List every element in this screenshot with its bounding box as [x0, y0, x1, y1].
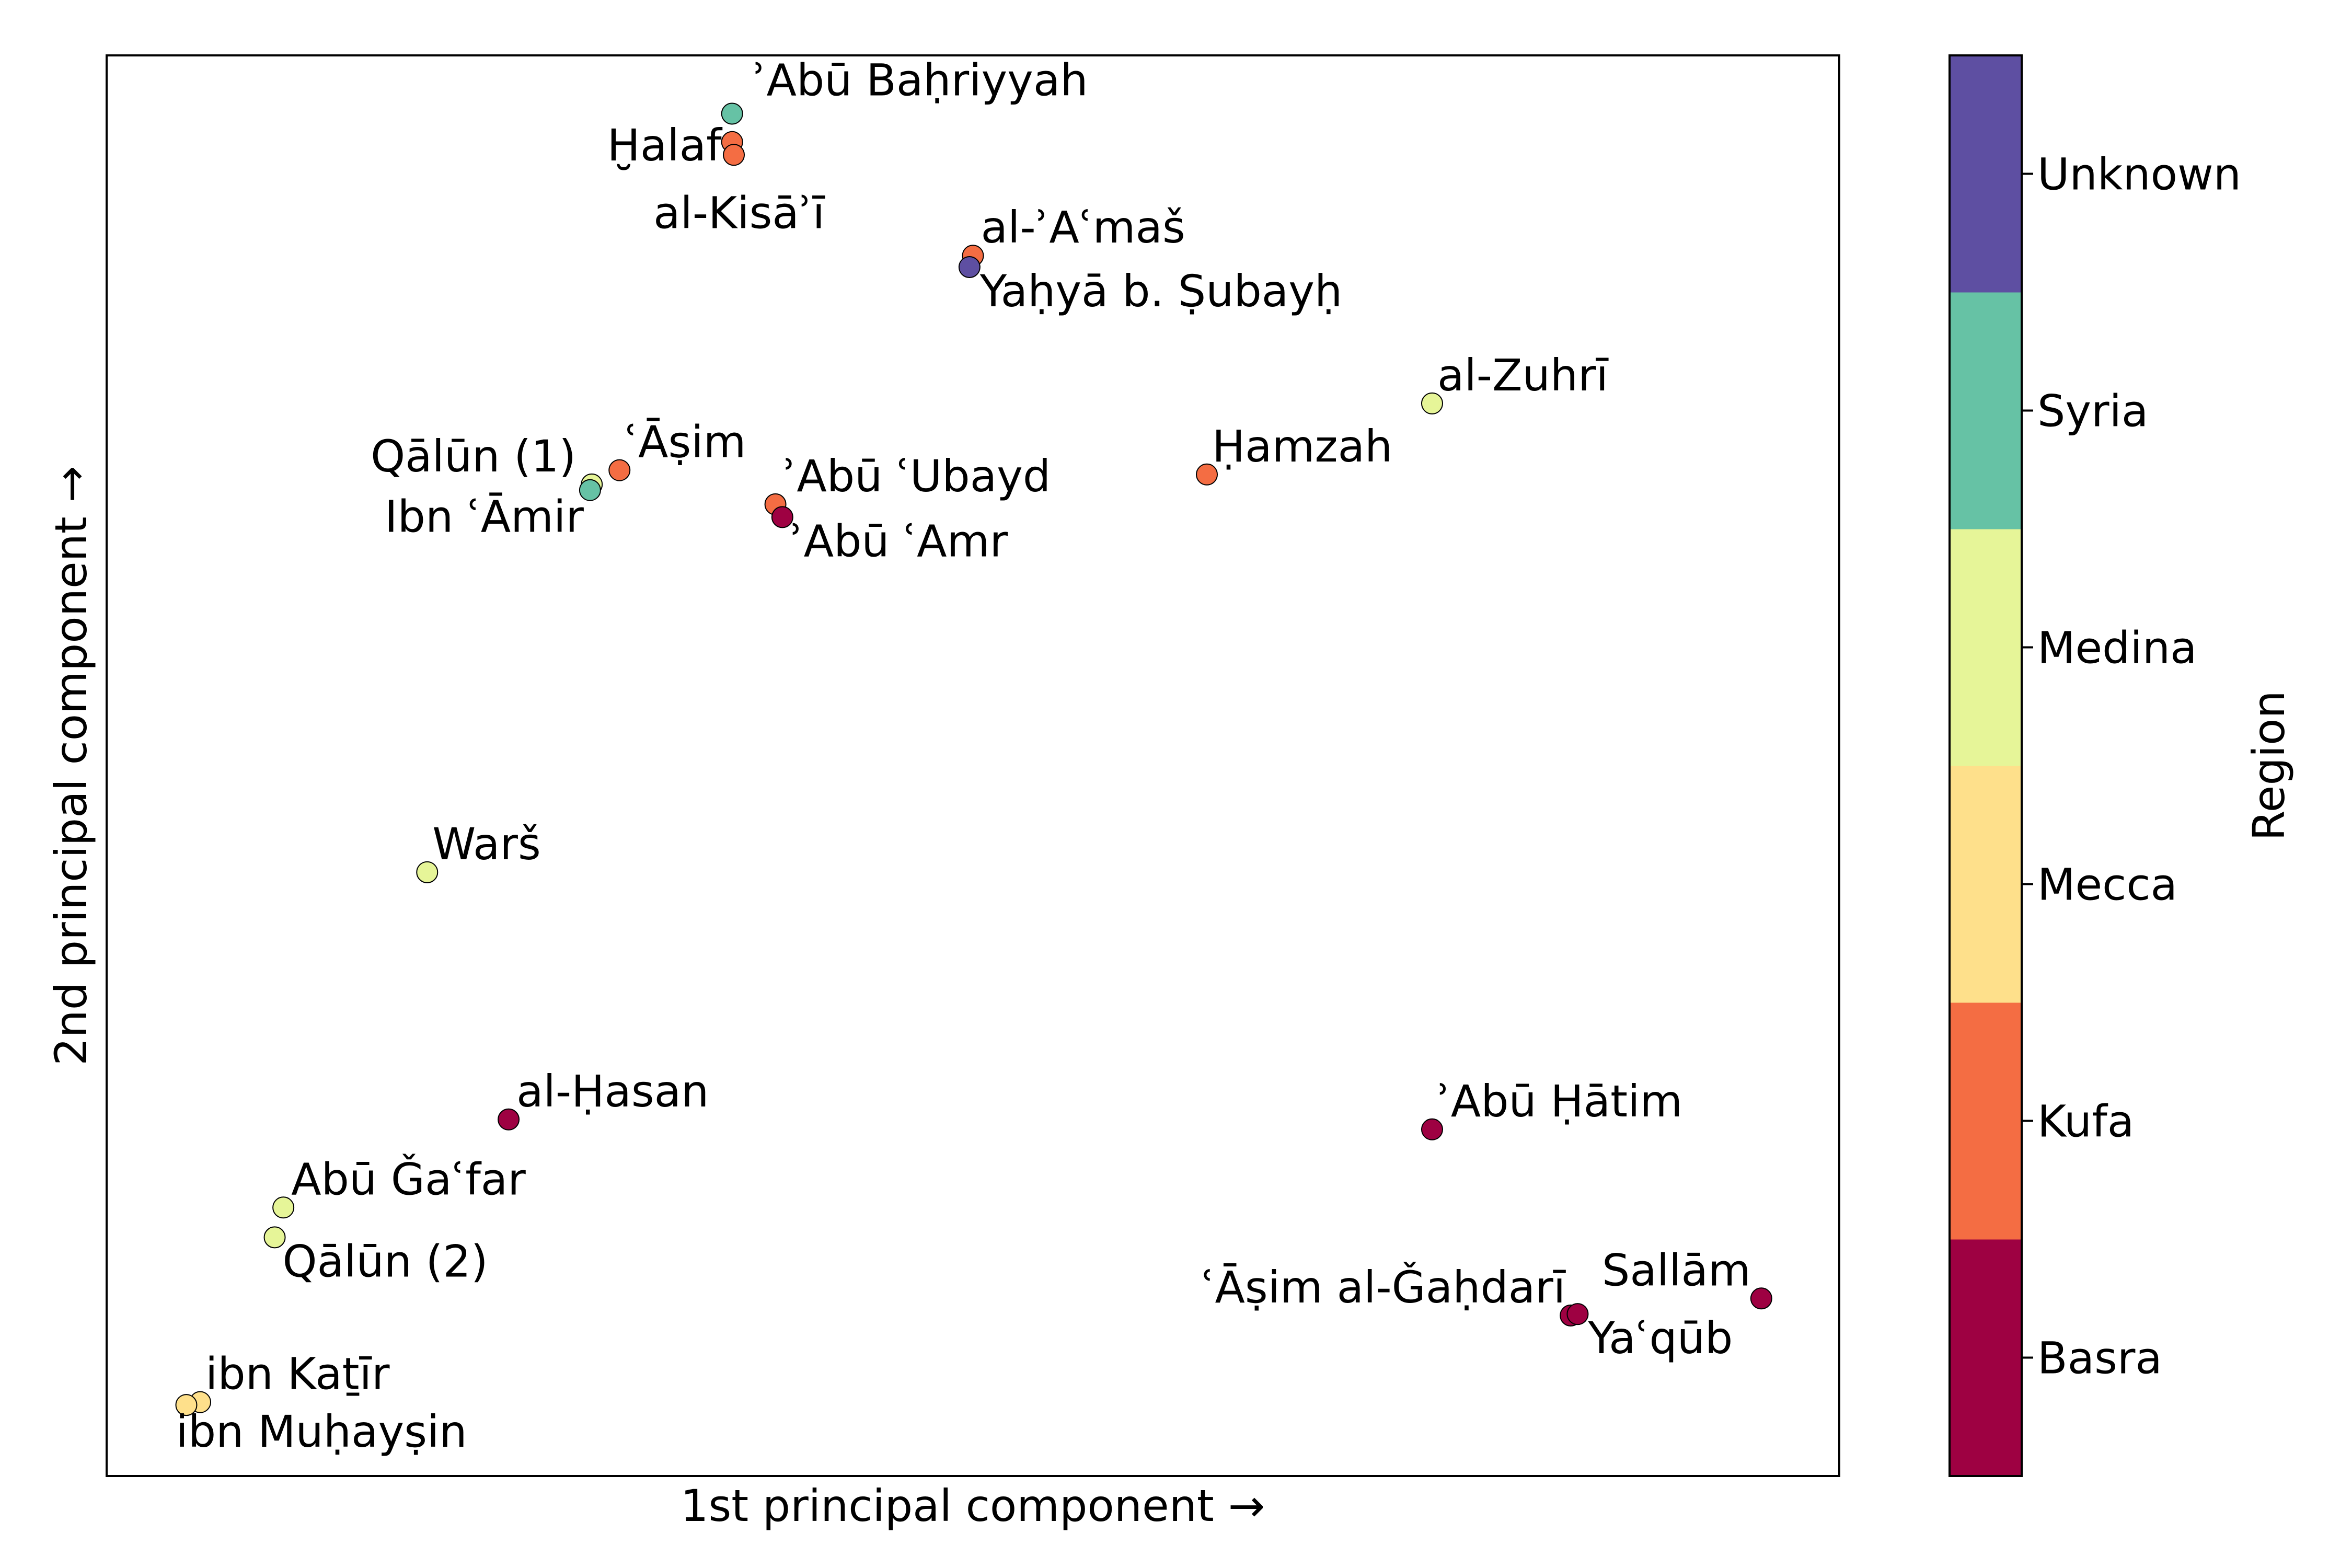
point-qalun-2	[263, 1226, 286, 1249]
point-label-halaf: Ḫalaf	[607, 120, 723, 171]
point-al-zuhri	[1421, 392, 1443, 414]
colorbar-label-mecca: Mecca	[2037, 859, 2177, 910]
colorbar-segment-kufa	[1950, 1002, 2022, 1240]
point-label-al-a-mas: al-ʾAʿmaš	[981, 202, 1185, 253]
labels-layer: ʾAbū Baḥriyyah Ḫalaf al-Kisāʾī al-ʾAʿmaš Yaḥ…	[176, 54, 1750, 1457]
colorbar-segment-medina	[1950, 529, 2022, 766]
colorbar-title: Region	[2243, 690, 2295, 841]
point-abu-bahriyyah	[721, 102, 743, 125]
point-label-al-hasan: al-Ḥasan	[516, 1066, 709, 1117]
point-label-hamzah: Ḥamzah	[1212, 421, 1392, 472]
colorbar-label-medina: Medina	[2037, 622, 2197, 674]
point-label-ibn-katir: ibn Kaṯīr	[205, 1348, 390, 1400]
plot-area	[106, 54, 1840, 1477]
point-label-ibn-muhaysin: ibn Muḥayṣin	[176, 1406, 467, 1457]
point-label-abu-ga-far: Abū Ǧaʿfar	[291, 1154, 526, 1205]
point-label-qalun-1: Qālūn (1)	[371, 431, 576, 482]
point-label-qalun-2: Qālūn (2)	[283, 1236, 488, 1287]
point-wars	[416, 861, 439, 883]
point-label-sallam: Sallām	[1602, 1244, 1751, 1296]
point-label-asim: ʿĀṣim	[625, 417, 746, 468]
colorbar-segment-mecca	[1950, 766, 2022, 1003]
point-asim	[608, 459, 631, 481]
point-label-al-kisa-i: al-Kisāʾī	[653, 187, 825, 238]
point-label-yahya-b-subayh: Yaḥyā b. Ṣubayḥ	[979, 266, 1342, 317]
colorbar-segment-syria	[1950, 292, 2022, 529]
point-label-abu-ubayd: ʾAbū ʿUbayd	[783, 451, 1051, 502]
point-label-al-zuhri: al-Zuhrī	[1437, 350, 1609, 401]
colorbar-segment-basra	[1950, 1239, 2022, 1477]
point-label-abu-bahriyyah: ʾAbū Baḥriyyah	[753, 54, 1088, 106]
point-sallam	[1750, 1287, 1772, 1310]
point-abu-hatim	[1421, 1118, 1443, 1140]
colorbar-label-unknown: Unknown	[2037, 149, 2241, 200]
point-ibn-muhaysin	[175, 1394, 198, 1416]
point-label-ya-qub: Yaʿqūb	[1587, 1312, 1733, 1364]
colorbar-segment-unknown	[1950, 55, 2022, 293]
point-label-asim-al-gahdari: ʿĀṣim al-Ǧaḥdarī	[1202, 1262, 1566, 1313]
point-label-abu-amr: ʾAbū ʿAmr	[790, 515, 1008, 567]
point-label-abu-hatim: ʾAbū Ḥātim	[1437, 1076, 1682, 1127]
colorbar-label-syria: Syria	[2037, 386, 2148, 437]
x-axis-title: 1st principal component →	[681, 1480, 1265, 1531]
colorbar-label-kufa: Kufa	[2037, 1096, 2134, 1147]
colorbar: Basra Kufa Mecca Medina Syria Unknown	[1949, 54, 2241, 1477]
point-label-ibn-amir: Ibn ʿĀmir	[385, 491, 584, 543]
point-abu-amr	[771, 506, 793, 528]
colorbar-frame	[1949, 54, 2023, 1477]
point-label-wars: Warš	[432, 818, 540, 870]
point-abu-ga-far	[272, 1196, 295, 1219]
point-al-hasan	[498, 1108, 520, 1131]
points-layer	[175, 102, 1772, 1416]
point-al-kisa-i	[723, 144, 745, 166]
point-ibn-amir	[579, 479, 601, 501]
y-axis-title: 2nd principal component →	[45, 466, 97, 1066]
point-ya-qub	[1566, 1303, 1589, 1325]
point-yahya-b-subayh	[958, 256, 981, 278]
point-hamzah	[1196, 463, 1218, 486]
colorbar-label-basra: Basra	[2037, 1333, 2162, 1384]
